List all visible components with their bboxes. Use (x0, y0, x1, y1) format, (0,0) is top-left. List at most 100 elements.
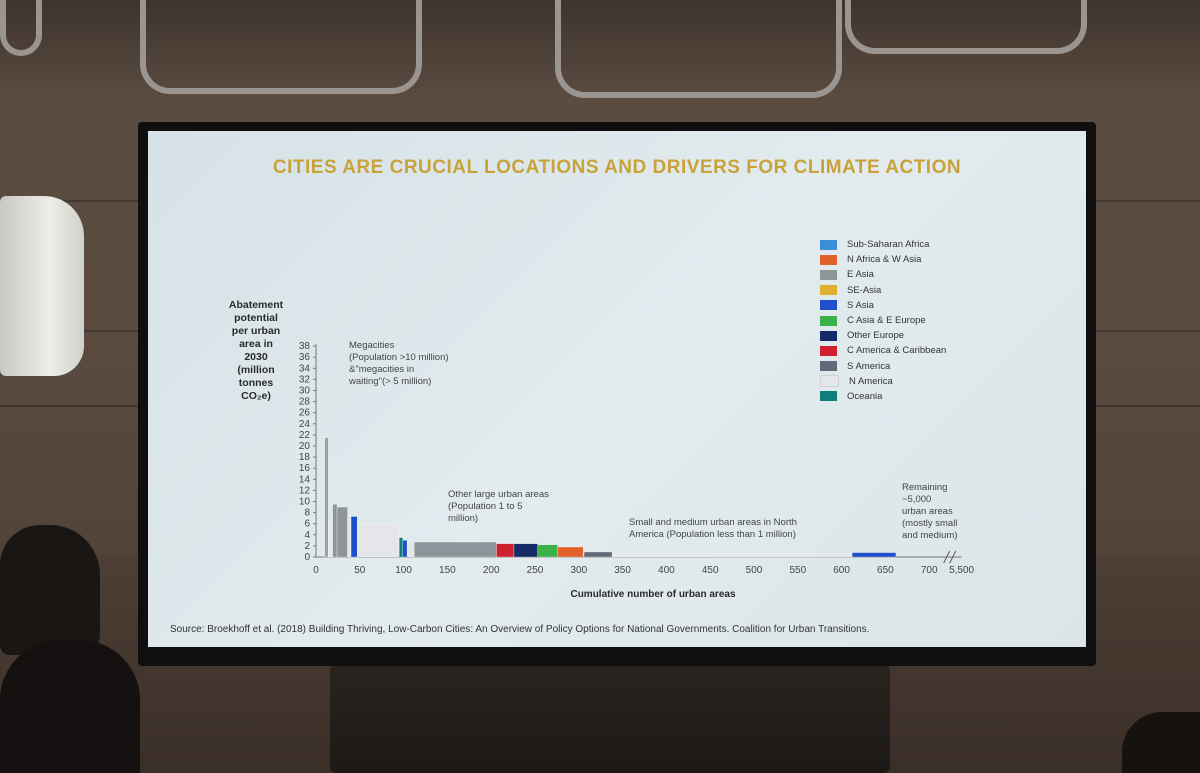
slide-title: CITIES ARE CRUCIAL LOCATIONS AND DRIVERS… (272, 157, 962, 178)
legend-swatch (820, 285, 837, 296)
chart-bar (583, 551, 613, 558)
y-tick-label: 38 (299, 341, 311, 352)
y-tick-label: 16 (299, 463, 311, 474)
legend-swatch (820, 254, 837, 265)
annotation-remaining: Remaining ~5,000 urban areas (mostly sma… (902, 482, 958, 541)
y-tick-label: 0 (304, 552, 310, 563)
annotation-other-large: Other large urban areas (Population 1 to… (448, 489, 549, 524)
chart-bar (611, 552, 853, 558)
y-tick-label: 10 (299, 497, 311, 508)
y-tick-label: 34 (299, 363, 311, 374)
legend-item: N Africa & W Asia (820, 252, 946, 267)
x-tick-label: 250 (527, 565, 544, 576)
legend-label: N Africa & W Asia (847, 254, 922, 266)
chart-bar (496, 543, 515, 558)
x-tick-label: 350 (614, 565, 631, 576)
axis-break-mark (949, 550, 957, 564)
legend-item: Oceania (820, 389, 946, 404)
y-tick-label: 30 (299, 386, 311, 397)
stool-frame (0, 0, 42, 56)
y-tick-label: 8 (304, 508, 310, 519)
chart-bar (357, 524, 399, 558)
legend-label: S America (847, 360, 891, 372)
tv-stand (330, 665, 890, 773)
legend-item: S Asia (820, 298, 946, 313)
x-tick-label: 150 (439, 565, 456, 576)
chart-bar (328, 522, 333, 558)
legend-item: E Asia (820, 267, 946, 282)
x-tick-label: 100 (395, 565, 412, 576)
legend-swatch (820, 375, 839, 388)
y-tick-label: 2 (304, 541, 310, 552)
chair-back (0, 525, 100, 655)
x-tick-label: 550 (789, 565, 806, 576)
legend-label: E Asia (847, 269, 874, 281)
legend-label: N America (849, 375, 893, 387)
legend-item: Other Europe (820, 328, 946, 343)
chart-bar (336, 506, 348, 558)
legend-label: SE-Asia (847, 284, 882, 296)
legend-item: S America (820, 359, 946, 374)
chart-bar (399, 537, 403, 558)
chart-bar (557, 546, 584, 558)
stool-frame (845, 0, 1087, 54)
annotation-megacities: Megacities (Population >10 million) &"me… (349, 340, 449, 387)
x-tick-label: 700 (921, 565, 938, 576)
annotation-small-medium: Small and medium urban areas in North Am… (629, 517, 797, 540)
legend-item: SE-Asia (820, 283, 946, 298)
chart-bar (406, 541, 415, 558)
chart-bar (402, 540, 408, 558)
legend-swatch (820, 239, 837, 250)
legend-swatch (820, 315, 837, 326)
y-tick-label: 36 (299, 352, 311, 363)
x-tick-label: 0 (313, 565, 319, 576)
x-tick-label: 650 (877, 565, 894, 576)
x-axis-label: Cumulative number of urban areas (570, 589, 736, 600)
source-citation: Source: Broekhoff et al. (2018) Building… (170, 624, 870, 635)
y-tick-label: 20 (299, 441, 311, 452)
x-tick-label: 500 (746, 565, 763, 576)
chart-bar (413, 541, 497, 558)
y-tick-label: 12 (299, 485, 311, 496)
y-tick-label: 14 (299, 474, 311, 485)
y-tick-label: 24 (299, 419, 311, 430)
legend-label: Sub-Saharan Africa (847, 239, 930, 251)
legend-label: C Asia & E Europe (847, 315, 926, 327)
legend-label: Other Europe (847, 330, 905, 342)
y-tick-label: 32 (299, 374, 311, 385)
legend-swatch (820, 391, 837, 402)
x-tick-label: 5,500 (949, 565, 974, 576)
slide-screen: CITIES ARE CRUCIAL LOCATIONS AND DRIVERS… (148, 131, 1086, 647)
legend-item: C Asia & E Europe (820, 313, 946, 328)
stool-frame (555, 0, 842, 98)
y-tick-label: 22 (299, 430, 311, 441)
y-axis-label: Abatement potential per urban area in 20… (228, 299, 284, 402)
legend-swatch (820, 300, 837, 311)
y-tick-label: 18 (299, 452, 311, 463)
x-tick-label: 50 (354, 565, 366, 576)
chart-legend: Sub-Saharan Africa N Africa & W Asia E Asi… (820, 237, 946, 404)
y-tick-label: 28 (299, 397, 311, 408)
y-tick-label: 26 (299, 408, 311, 419)
legend-swatch (820, 330, 837, 341)
y-tick-label: 4 (304, 530, 310, 541)
legend-swatch (820, 269, 837, 280)
stool-frame (140, 0, 422, 94)
chart-bar (350, 516, 358, 558)
legend-label: C America & Caribbean (847, 345, 947, 357)
chart-bar (347, 515, 352, 558)
wall-speaker (0, 196, 84, 376)
x-tick-label: 400 (658, 565, 675, 576)
legend-label: Oceania (847, 390, 883, 402)
legend-item: Sub-Saharan Africa (820, 237, 946, 252)
chart-bar (332, 504, 338, 558)
legend-item: C America & Caribbean (820, 343, 946, 358)
legend-label: S Asia (847, 299, 874, 311)
chart-bar (851, 552, 897, 558)
axis-break-mark (943, 550, 951, 564)
y-tick-label: 6 (304, 519, 310, 530)
chair-right (1122, 712, 1200, 773)
x-tick-label: 600 (833, 565, 850, 576)
x-tick-label: 200 (483, 565, 500, 576)
